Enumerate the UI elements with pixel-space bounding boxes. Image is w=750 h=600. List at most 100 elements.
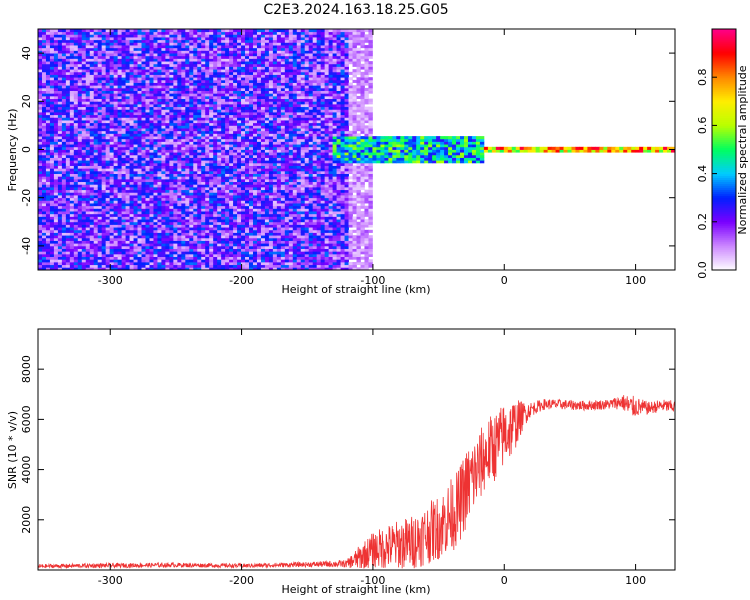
spectrogram-cell [41,74,47,78]
spectrogram-cell [53,79,59,83]
spectrogram-cell [165,146,170,150]
spectrogram-cell [153,176,158,180]
spectrogram-cell [49,47,55,51]
spectrogram-cell [105,243,111,247]
spectrogram-cell [213,181,218,185]
spectrogram-cell [89,63,95,67]
spectrogram-cell [177,264,182,268]
spectrogram-cell [153,152,158,156]
spectrogram-cell [105,55,111,59]
spectrogram-cell [189,248,194,252]
spectrogram-cell [221,160,226,164]
spectrogram-cell [165,120,170,124]
spectrogram-cell [77,34,83,38]
spectrogram-cell [252,221,258,225]
spectrogram-cell [101,109,107,113]
spectrogram-cell [153,264,158,268]
spectrogram-cell [157,130,162,134]
spectrogram-cell [169,39,174,43]
spectrogram-cell [209,146,214,150]
spectrogram-cell [233,251,238,255]
spectrogram-cell [197,37,202,41]
spectrogram-cell [225,77,230,81]
spectrogram-cell [129,261,134,266]
spectrogram-cell [61,128,67,132]
spectrogram-cell [157,259,162,263]
spectrogram-cell [217,77,222,81]
spectrogram-cell [197,248,202,252]
spectrogram-cell [61,114,67,118]
spectrogram-cell [177,95,182,100]
spectrogram-cell [217,240,222,244]
spectrogram-cell [217,87,222,91]
spectrogram-cell [217,101,222,105]
spectrogram-cell [189,157,194,161]
spectrogram-cell [201,205,206,209]
spectrogram-cell [221,203,226,207]
spectrogram-cell [161,149,166,153]
spectrogram-cell [193,63,198,67]
spectrogram-cell [189,55,194,59]
spectrogram-cell [252,200,258,204]
spectrogram-cell [197,133,202,137]
spectrogram-cell [41,211,47,215]
spectrogram-cell [125,58,130,62]
spectrogram-cell [125,259,130,263]
spectrogram-cell [49,195,55,199]
spectrogram-cell [121,31,126,35]
spectrogram-cell [149,144,154,148]
spectrogram-cell [181,261,186,266]
spectrogram-cell [177,120,182,124]
spectrogram-cell [77,240,83,244]
spectrogram-cell [81,259,87,263]
spectrogram-cell [69,101,75,105]
spectrogram-cell [89,251,95,255]
spectrogram-cell [252,189,258,193]
spectrogram-cell [245,200,250,204]
spectrogram-cell [185,200,190,204]
spectrogram-cell [209,248,214,252]
spectrogram-cell [221,165,226,169]
spectrogram-cell [129,173,134,177]
spectrogram-cell [38,186,43,191]
spectrogram-cell [141,165,146,169]
spectrogram-cell [97,55,103,59]
spectrogram-cell [225,31,230,35]
spectrogram-cell [177,253,182,258]
spectrogram-cell [249,152,254,156]
spectrogram-cell [93,248,99,252]
spectrogram-cell [245,176,250,180]
spectrogram-cell [145,208,150,212]
spectrogram-cell [105,58,111,62]
spectrogram-cell [205,29,210,33]
spectrogram-cell [193,251,198,255]
spectrogram-cell [49,267,55,271]
spectrogram-cell [185,93,190,97]
spectrogram-cell [173,53,178,57]
spectrogram-cell [69,256,75,260]
spectrogram-cell [117,149,123,153]
spectrogram-cell [41,245,47,249]
spectrogram-cell [185,82,190,86]
spectrogram-cell [197,120,202,124]
spectrogram-cell [217,93,222,97]
spectrogram-cell [157,237,162,241]
spectrogram-cell [85,186,91,191]
spectrogram-cell [49,216,55,220]
spectrogram-cell [233,235,238,239]
spectrogram-cell [69,71,75,75]
spectrogram-cell [81,130,87,134]
spectrogram-cell [157,152,162,156]
spectrogram-cell [252,71,258,75]
spectrogram-cell [237,181,242,185]
spectrogram-cell [89,82,95,86]
spectrogram-cell [153,157,158,161]
spectrogram-cell [149,227,154,231]
spectrogram-cell [133,87,138,91]
spectrogram-cell [185,232,190,236]
spectrogram-cell [157,63,162,67]
spectrogram-cell [133,53,138,57]
spectrogram-cell [121,125,126,129]
spectrogram-cell [49,45,55,49]
spectrogram-cell [61,101,67,105]
